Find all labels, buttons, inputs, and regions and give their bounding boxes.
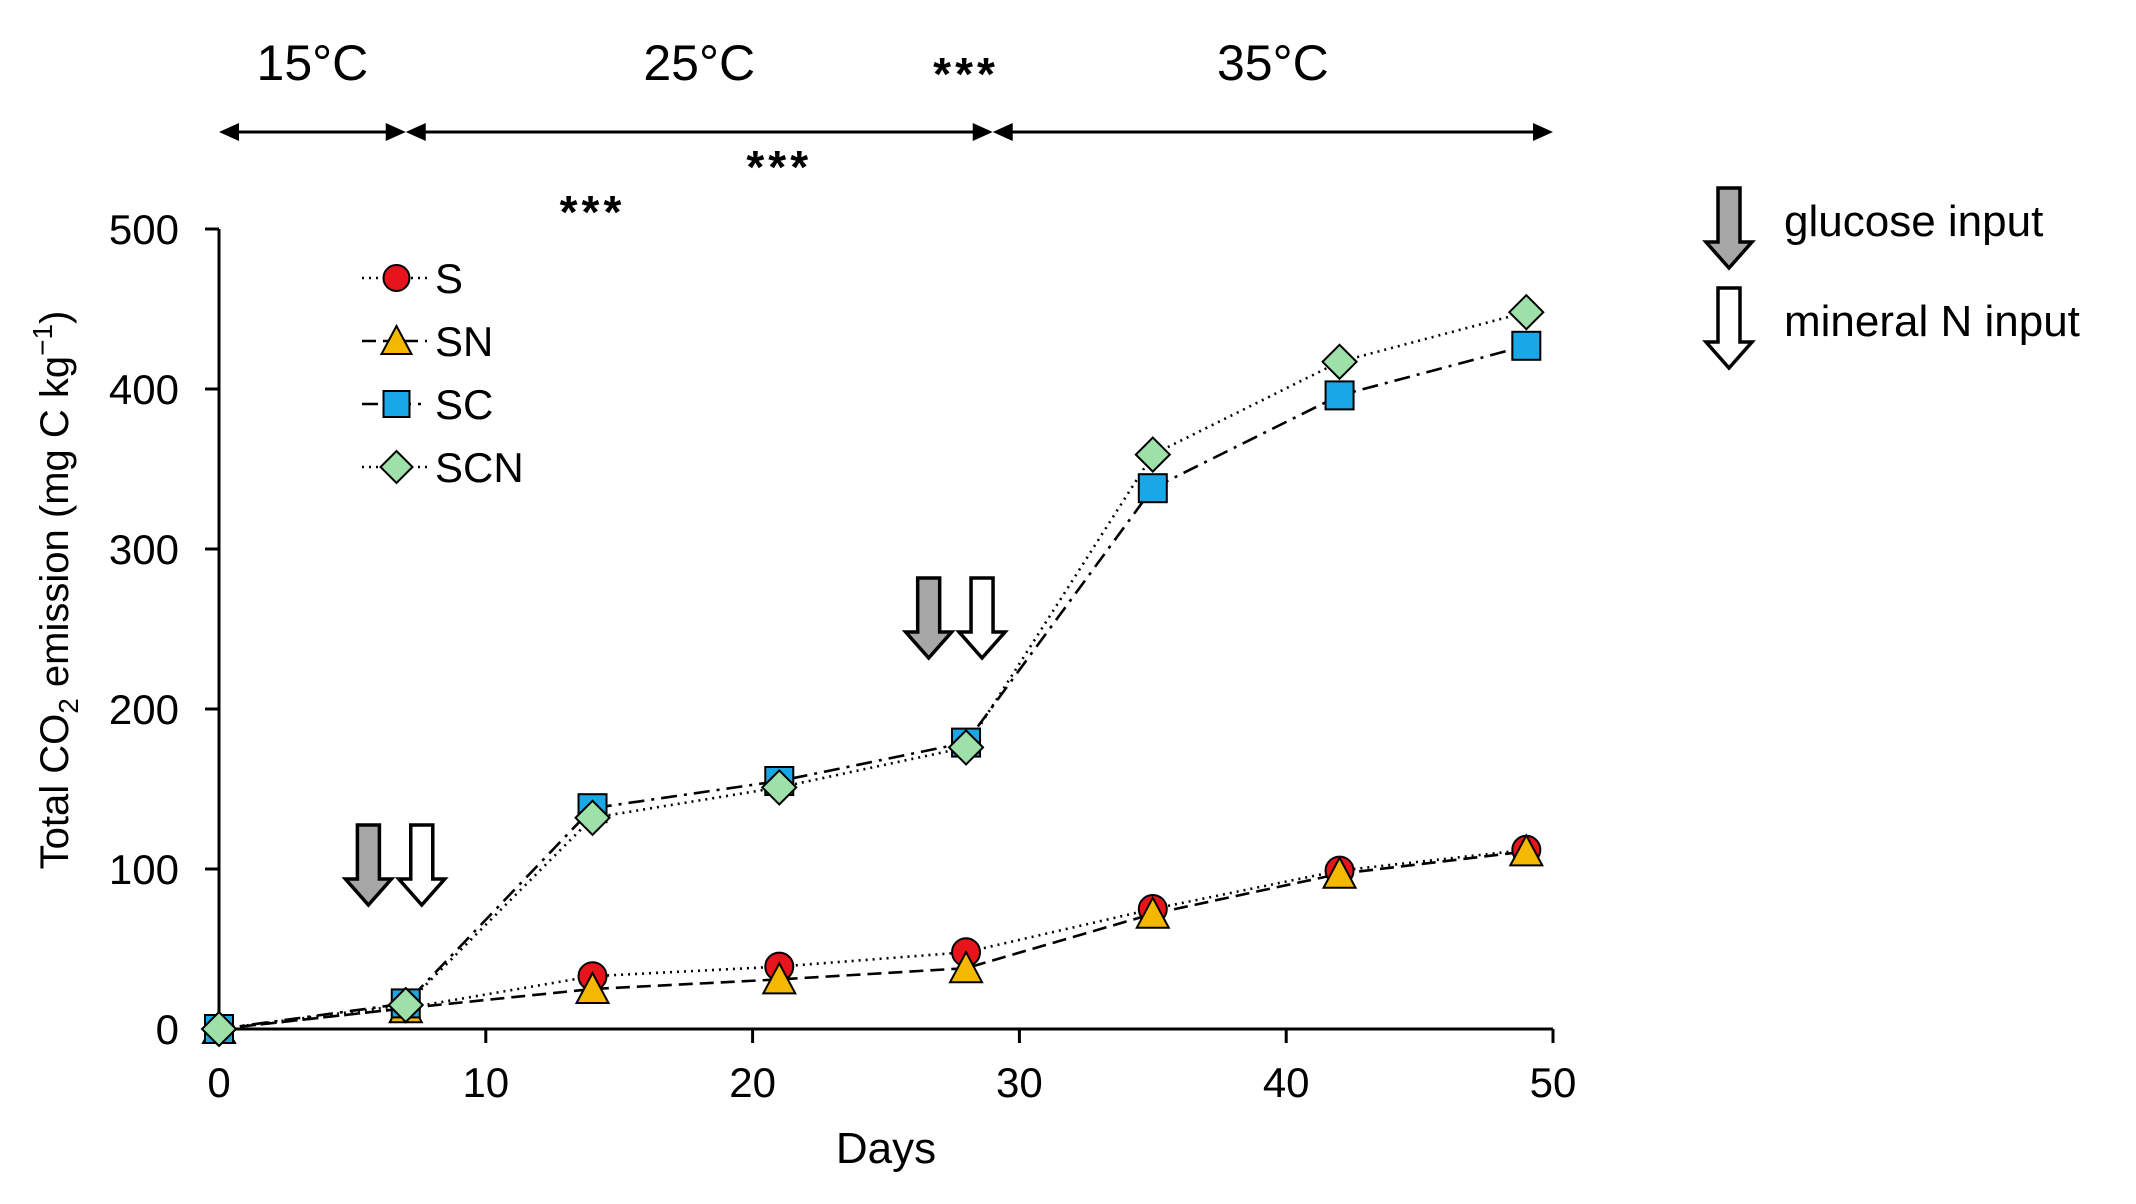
y-axis-label: Total CO2 emission (mg C kg−1) [27, 311, 84, 870]
point-sn [948, 950, 984, 984]
legend-glucose-arrow-icon [1702, 186, 1756, 271]
series-line-scn [218, 310, 1527, 1031]
temperature-label: 25°C [643, 35, 755, 91]
x-axis-label: Days [836, 1124, 936, 1173]
point-sn [1135, 895, 1171, 929]
input-legend-label: glucose input [1784, 197, 2043, 246]
legend-label: SCN [435, 444, 524, 491]
point-scn [387, 986, 425, 1024]
significance-labels: ****************** [560, 48, 999, 238]
y-tick-label: 400 [109, 366, 179, 413]
mineral-n-arrow-icon [394, 823, 449, 908]
input-legend: glucose input mineral N input [1702, 186, 2080, 371]
y-axis-label-main: Total CO [33, 714, 77, 870]
y-tick-label: 0 [156, 1006, 179, 1053]
x-tick-label: 0 [207, 1059, 230, 1106]
point-sn [1508, 833, 1544, 867]
significance-label: *** [746, 141, 812, 193]
temperature-label: 35°C [1217, 35, 1329, 91]
y-axis-label-mid: emission (mg C kg [33, 356, 77, 698]
point-sc [1137, 473, 1168, 504]
legend-label: S [435, 255, 463, 302]
legend-marker-s [382, 264, 411, 292]
x-tick-label: 10 [462, 1059, 509, 1106]
glucose-arrow-icon [341, 823, 396, 908]
x-tick-label: 50 [1530, 1059, 1577, 1106]
glucose-arrow-icon [901, 576, 956, 661]
point-sn [761, 961, 797, 995]
y-tick-label: 200 [109, 686, 179, 733]
point-scn [574, 799, 611, 837]
legend-mineral-n-arrow-icon [1702, 286, 1756, 371]
arrowhead-left-icon [219, 123, 239, 141]
y-tick-label: 300 [109, 526, 179, 573]
series-lines [218, 310, 1527, 1031]
point-scn [947, 728, 985, 766]
arrowhead-right-icon [385, 123, 406, 141]
y-axis-label-sub: 2 [53, 698, 84, 714]
legend: S SN SC SCN [362, 255, 524, 491]
x-tick-label: 30 [996, 1059, 1043, 1106]
point-scn [1507, 293, 1545, 331]
point-scn [1134, 436, 1172, 474]
legend-marker-sc [382, 390, 411, 418]
axes [217, 229, 1553, 1031]
arrowhead-right-icon [1533, 123, 1553, 141]
significance-label: *** [933, 48, 999, 100]
input-arrows [341, 576, 1009, 908]
legend-label: SN [435, 318, 493, 365]
y-axis-label-end: ) [33, 311, 77, 324]
temperature-periods: 15°C 25°C 35°C [219, 35, 1553, 141]
y-tick-label: 100 [109, 846, 179, 893]
temperature-label: 15°C [257, 35, 369, 91]
y-axis-label-sup: −1 [27, 324, 58, 356]
y-tick-label: 500 [109, 206, 179, 253]
series-line-sn [218, 850, 1527, 1031]
input-legend-label: mineral N input [1784, 297, 2080, 346]
point-scn [760, 768, 798, 806]
series-line-s [218, 848, 1527, 1031]
ticks: 0 100 200 300 400 500 0 10 20 30 40 50 [109, 206, 1576, 1106]
legend-marker-sn [379, 323, 414, 355]
point-sn [574, 970, 611, 1004]
point-sn [1321, 855, 1358, 889]
point-scn [200, 1010, 238, 1048]
arrowhead-left-icon [405, 123, 426, 141]
point-sc [1511, 330, 1542, 361]
arrowhead-right-icon [972, 123, 993, 141]
significance-label: *** [560, 186, 626, 238]
legend-label: SC [435, 381, 493, 428]
mineral-n-arrow-icon [955, 576, 1009, 661]
arrowhead-left-icon [992, 123, 1013, 141]
x-tick-label: 40 [1263, 1059, 1310, 1106]
series-markers [200, 293, 1545, 1048]
series-line-sc [218, 344, 1527, 1031]
point-scn [1321, 343, 1358, 381]
point-sc [1324, 380, 1355, 411]
legend-marker-scn [379, 449, 414, 485]
x-tick-label: 20 [729, 1059, 776, 1106]
